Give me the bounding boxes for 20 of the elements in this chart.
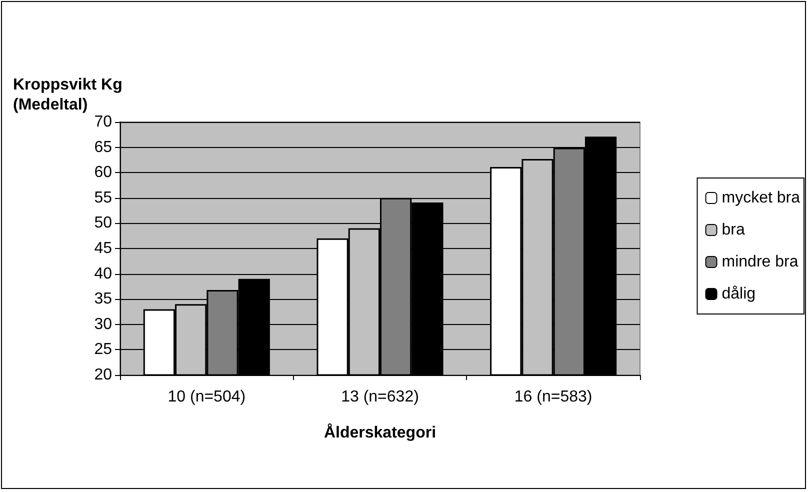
y-tick-label: 65 [94,138,112,156]
y-tick-label: 30 [94,316,112,333]
x-tick-label: 10 (n=504) [168,388,246,406]
legend-label: mycket bra [722,190,800,206]
legend-label: dålig [722,286,756,302]
y-tick-label: 70 [94,114,112,130]
y-axis-title: Kroppsvikt Kg (Medeltal) [13,76,122,114]
x-tick-label: 16 (n=583) [514,388,592,406]
y-tick-label: 55 [94,189,112,206]
y-tick-label: 20 [94,366,112,384]
y-tick-label: 45 [94,240,112,257]
y-tick-label: 25 [94,341,112,358]
x-axis-title: Ålderskategori [324,422,436,442]
legend-label: mindre bra [722,254,798,270]
y-tick-label: 35 [94,290,112,308]
x-tick-label: 13 (n=632) [341,388,419,406]
y-tick-label: 60 [94,164,112,182]
legend-label: bra [722,222,745,238]
y-tick-label: 40 [94,265,112,282]
y-tick-label: 50 [94,214,112,232]
